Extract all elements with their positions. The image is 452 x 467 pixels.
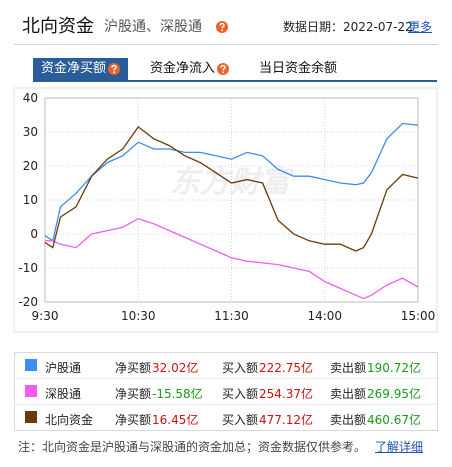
sell-label: 卖出额 xyxy=(330,413,367,427)
sell-value: 460.67亿 xyxy=(367,413,421,427)
buy-label: 买入额 xyxy=(222,387,259,401)
plot-border xyxy=(44,97,419,303)
buy-value: 222.75亿 xyxy=(259,361,313,375)
buy-label: 买入额 xyxy=(222,413,259,427)
legend-swatch xyxy=(25,359,37,371)
line xyxy=(44,125,419,252)
net-label: 净买额 xyxy=(115,387,152,401)
net-value: 16.45亿 xyxy=(152,413,199,427)
detail-link[interactable]: 了解详细 xyxy=(375,440,424,454)
chart-frame xyxy=(13,87,438,333)
y-tick-label: 40 xyxy=(23,91,38,105)
help-icon[interactable] xyxy=(108,63,121,75)
data-date: 数据日期：2022-07-22 xyxy=(283,20,413,34)
divider xyxy=(14,44,438,45)
sell-label: 卖出额 xyxy=(330,387,367,401)
help-icon[interactable] xyxy=(216,21,228,33)
net-value: 32.02亿 xyxy=(152,361,199,375)
summary-table: 沪股通 净买额 32.02亿 买入额 222.75亿 卖出额 190.72亿 深股通 净买额 -1… xyxy=(14,352,438,431)
buy-label: 买入额 xyxy=(222,361,259,375)
tab[interactable]: 资金净买额 xyxy=(33,58,129,80)
buy-value: 254.37亿 xyxy=(259,387,313,401)
summary-row: 沪股通 净买额 32.02亿 买入额 222.75亿 卖出额 190.72亿 xyxy=(15,353,437,379)
tab-underline xyxy=(33,80,437,82)
net-value: -15.58亿 xyxy=(152,387,203,401)
net-label: 净买额 xyxy=(115,361,152,375)
summary-row: 北向资金 净买额 16.45亿 买入额 477.12亿 卖出额 460.67亿 xyxy=(15,405,437,430)
legend-name: 沪股通 xyxy=(45,361,82,375)
sell-value: 190.72亿 xyxy=(367,361,421,375)
y-tick-label: 30 xyxy=(23,125,38,139)
summary-row: 深股通 净买额 -15.58亿 买入额 254.37亿 卖出额 269.95亿 xyxy=(15,379,437,405)
net-label: 净买额 xyxy=(115,413,152,427)
legend-swatch xyxy=(25,411,37,423)
x-tick-label: 14:00 xyxy=(307,309,342,323)
subtitle: 沪股通、深股通 xyxy=(104,19,202,35)
sell-value: 269.95亿 xyxy=(367,387,421,401)
title: 北向资金 xyxy=(22,16,94,37)
x-tick-label: 11:30 xyxy=(214,309,249,323)
line xyxy=(45,217,419,300)
legend-name: 深股通 xyxy=(45,387,82,401)
legend-name: 北向资金 xyxy=(45,413,94,427)
x-tick-label: 9:30 xyxy=(32,309,59,323)
note: 注：北向资金是沪股通与深股通的资金加总；资金数据仅供参考。 xyxy=(18,440,367,454)
tab[interactable]: 资金净流入 xyxy=(142,58,237,80)
tab-label: 当日资金余额 xyxy=(259,61,338,76)
help-icon[interactable] xyxy=(217,63,230,75)
sell-label: 卖出额 xyxy=(330,361,367,375)
tab-label: 资金净流入 xyxy=(150,61,216,76)
y-tick-label: -20 xyxy=(18,295,38,309)
more-link[interactable]: 更多 xyxy=(408,20,433,34)
y-tick-label: 10 xyxy=(23,193,38,207)
y-tick-label: -10 xyxy=(18,261,38,275)
line xyxy=(44,122,419,242)
x-tick-label: 15:00 xyxy=(401,309,436,323)
tabs: 资金净买额 资金净流入 当日资金余额 xyxy=(33,58,359,80)
legend-swatch xyxy=(25,385,37,397)
buy-value: 477.12亿 xyxy=(259,413,313,427)
tab-label: 资金净买额 xyxy=(41,61,107,76)
y-tick-label: 0 xyxy=(30,227,38,241)
y-tick-label: 20 xyxy=(23,159,38,173)
tab[interactable]: 当日资金余额 xyxy=(251,58,345,80)
x-tick-label: 10:30 xyxy=(121,309,156,323)
